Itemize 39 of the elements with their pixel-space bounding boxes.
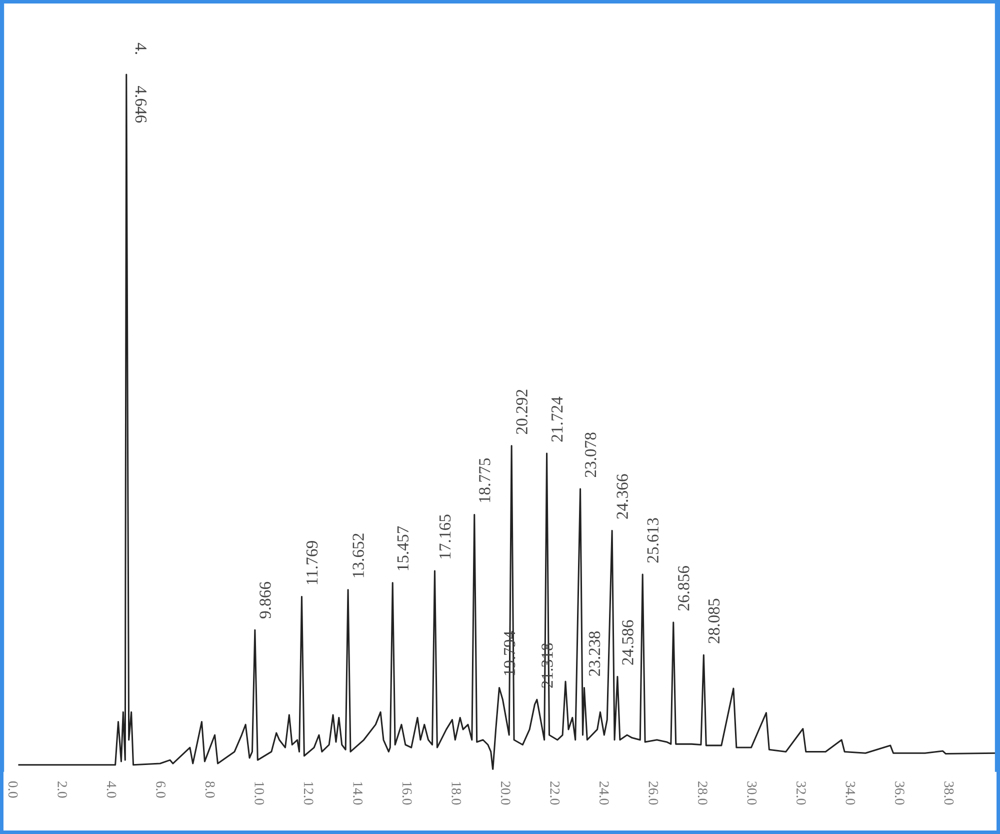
x-tick-label: 8.0	[205, 781, 215, 798]
annotation: 4.646	[135, 86, 147, 123]
x-tick-label: 16.0	[402, 782, 412, 805]
annotation: 21.724	[551, 396, 563, 442]
annotation: 4.	[135, 42, 146, 54]
annotation: 18.775	[479, 458, 490, 502]
x-tick-label: 4.0	[106, 781, 116, 798]
x-tick-label: 26.0	[648, 782, 658, 805]
x-tick-label: 22.0	[550, 782, 560, 805]
x-tick-label: 2.0	[58, 782, 68, 798]
annotation: 23.078	[584, 432, 596, 478]
x-tick-label: 20.0	[500, 782, 510, 805]
x-tick-label: 32.0	[796, 782, 806, 805]
x-tick-label: 38.0	[944, 782, 954, 805]
annotation: 24.586	[622, 620, 634, 665]
x-tick-label: 34.0	[846, 782, 856, 805]
annotation: 13.652	[352, 534, 364, 578]
annotation: 15.457	[397, 526, 409, 570]
x-tick-label: 6.0	[156, 781, 166, 798]
annotation: 24.366	[616, 474, 628, 519]
annotation: 21.318	[542, 643, 553, 688]
x-tick-label: 28.0	[698, 782, 708, 805]
x-tick-label: 36.0	[894, 782, 904, 805]
x-tick-label: 12.0	[304, 782, 314, 805]
x-tick-label: 24.0	[599, 782, 609, 805]
annotation: 25.613	[647, 518, 659, 563]
annotation: 23.238	[588, 631, 600, 676]
annotation: 28.085	[708, 598, 720, 644]
annotation: 26.856	[678, 566, 690, 611]
annotation: 20.292	[516, 390, 528, 434]
x-tick-label: 30.0	[747, 782, 757, 805]
annotation: 11.769	[306, 541, 318, 584]
annotation: 9.866	[260, 582, 271, 618]
annotation: 19.794	[504, 631, 516, 676]
x-tick-label: 14.0	[353, 782, 363, 805]
x-tick-label: 0.0	[8, 781, 18, 798]
annotation: 17.165	[439, 514, 451, 558]
x-tick-label: 10.0	[254, 782, 264, 805]
x-tick-label: 18.0	[452, 782, 462, 805]
